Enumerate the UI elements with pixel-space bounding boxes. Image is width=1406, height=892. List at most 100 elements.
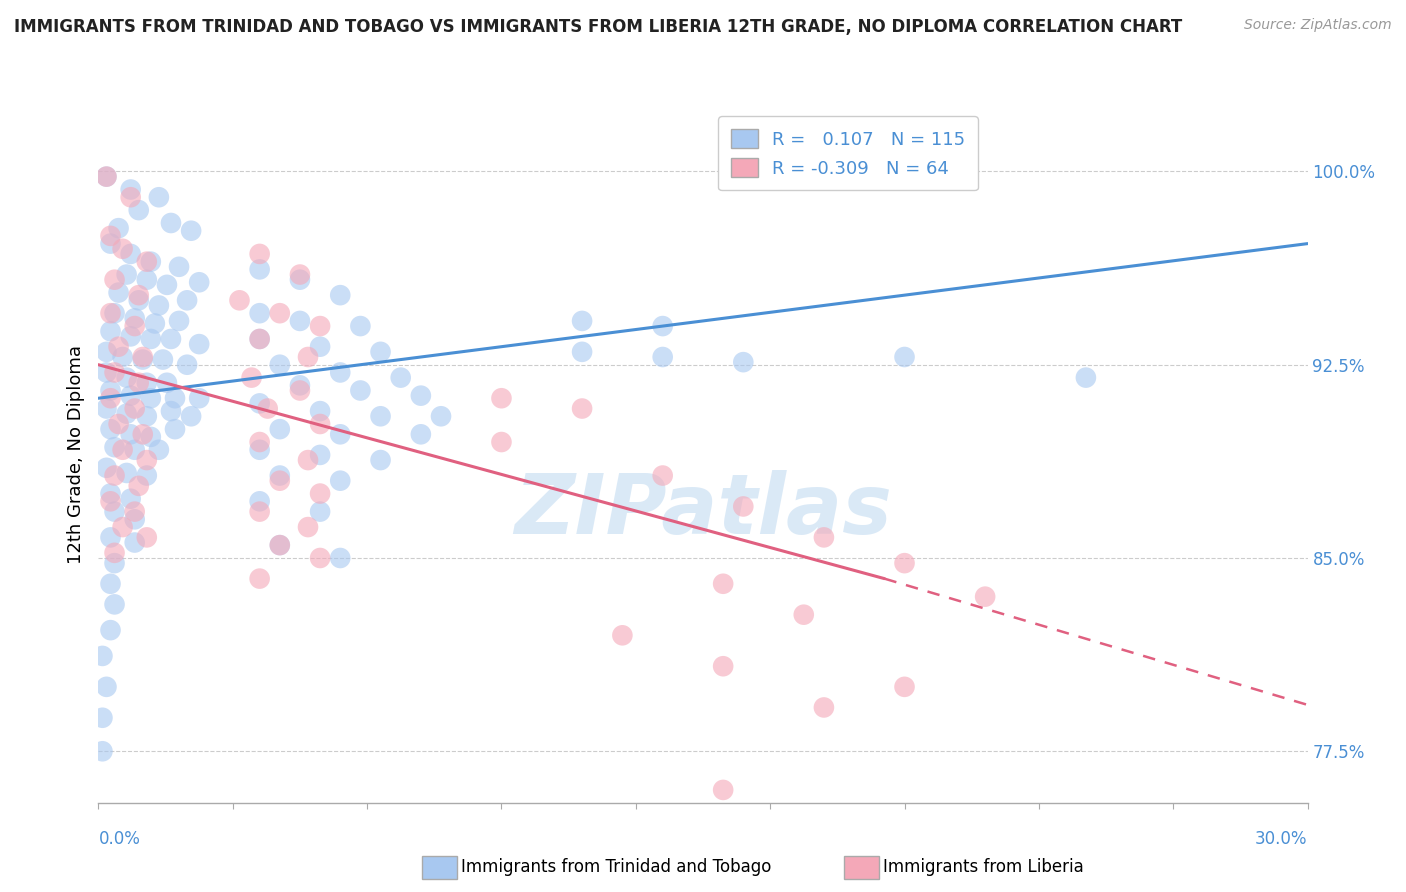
Point [103, 366, 125, 380]
Point [256, 401, 278, 416]
Point [111, 242, 134, 256]
Point [96, 344, 118, 359]
Text: Source: ZipAtlas.com: Source: ZipAtlas.com [1244, 18, 1392, 32]
Point [309, 340, 332, 354]
Point [813, 700, 835, 714]
Point [612, 628, 634, 642]
Point [249, 442, 271, 457]
Point [163, 422, 186, 436]
Point [309, 448, 332, 462]
Point [893, 556, 915, 570]
Point [269, 358, 291, 372]
Point [571, 344, 593, 359]
Point [269, 474, 291, 488]
Point [288, 378, 311, 392]
Point [309, 404, 332, 418]
Point [329, 288, 352, 302]
Point [249, 262, 271, 277]
Point [160, 332, 183, 346]
Point [309, 417, 332, 431]
Point [107, 285, 129, 300]
Point [249, 332, 271, 346]
Point [100, 228, 122, 243]
Point [111, 520, 134, 534]
Point [100, 391, 122, 405]
Point [91, 648, 114, 663]
Point [128, 288, 150, 302]
Point [711, 576, 734, 591]
Point [389, 370, 412, 384]
Point [100, 384, 122, 398]
Point [100, 576, 122, 591]
Point [711, 659, 734, 673]
Point [120, 389, 142, 403]
Point [733, 500, 755, 514]
Point [249, 572, 271, 586]
Point [329, 366, 352, 380]
Point [297, 350, 319, 364]
Point [103, 273, 125, 287]
Point [249, 306, 271, 320]
Point [156, 277, 179, 292]
Point [156, 376, 179, 390]
Point [297, 520, 319, 534]
Point [96, 460, 118, 475]
Point [103, 440, 125, 454]
Point [176, 358, 198, 372]
Point [107, 221, 129, 235]
Point [160, 216, 183, 230]
Point [409, 389, 432, 403]
Point [188, 391, 211, 405]
Point [309, 486, 332, 500]
Point [813, 530, 835, 544]
Point [103, 468, 125, 483]
Point [128, 203, 150, 218]
Point [111, 442, 134, 457]
Point [100, 530, 122, 544]
Point [96, 169, 118, 184]
Point [893, 680, 915, 694]
Point [430, 409, 453, 424]
Point [651, 468, 673, 483]
Point [269, 306, 291, 320]
Point [349, 384, 371, 398]
Text: 0.0%: 0.0% [98, 830, 141, 847]
Point [288, 273, 311, 287]
Point [139, 430, 162, 444]
Point [297, 453, 319, 467]
Point [249, 332, 271, 346]
Point [249, 396, 271, 410]
Point [309, 551, 332, 566]
Point [893, 350, 915, 364]
Point [651, 350, 673, 364]
Point [96, 169, 118, 184]
Point [167, 314, 190, 328]
Point [139, 332, 162, 346]
Point [188, 275, 211, 289]
Point [124, 512, 146, 526]
Point [103, 546, 125, 560]
Text: Immigrants from Liberia: Immigrants from Liberia [883, 858, 1084, 876]
Point [160, 404, 183, 418]
Point [228, 293, 250, 308]
Point [96, 366, 118, 380]
Point [249, 494, 271, 508]
Text: IMMIGRANTS FROM TRINIDAD AND TOBAGO VS IMMIGRANTS FROM LIBERIA 12TH GRADE, NO DI: IMMIGRANTS FROM TRINIDAD AND TOBAGO VS I… [14, 18, 1182, 36]
Point [96, 680, 118, 694]
Point [180, 224, 202, 238]
Point [269, 538, 291, 552]
Point [115, 407, 138, 421]
Point [100, 623, 122, 637]
Point [132, 427, 155, 442]
Point [100, 324, 122, 338]
Point [91, 711, 114, 725]
Point [120, 329, 142, 343]
Point [103, 556, 125, 570]
Point [491, 391, 513, 405]
Point [288, 268, 311, 282]
Point [107, 417, 129, 431]
Point [132, 352, 155, 367]
Point [309, 505, 332, 519]
Point [249, 505, 271, 519]
Point [974, 590, 997, 604]
